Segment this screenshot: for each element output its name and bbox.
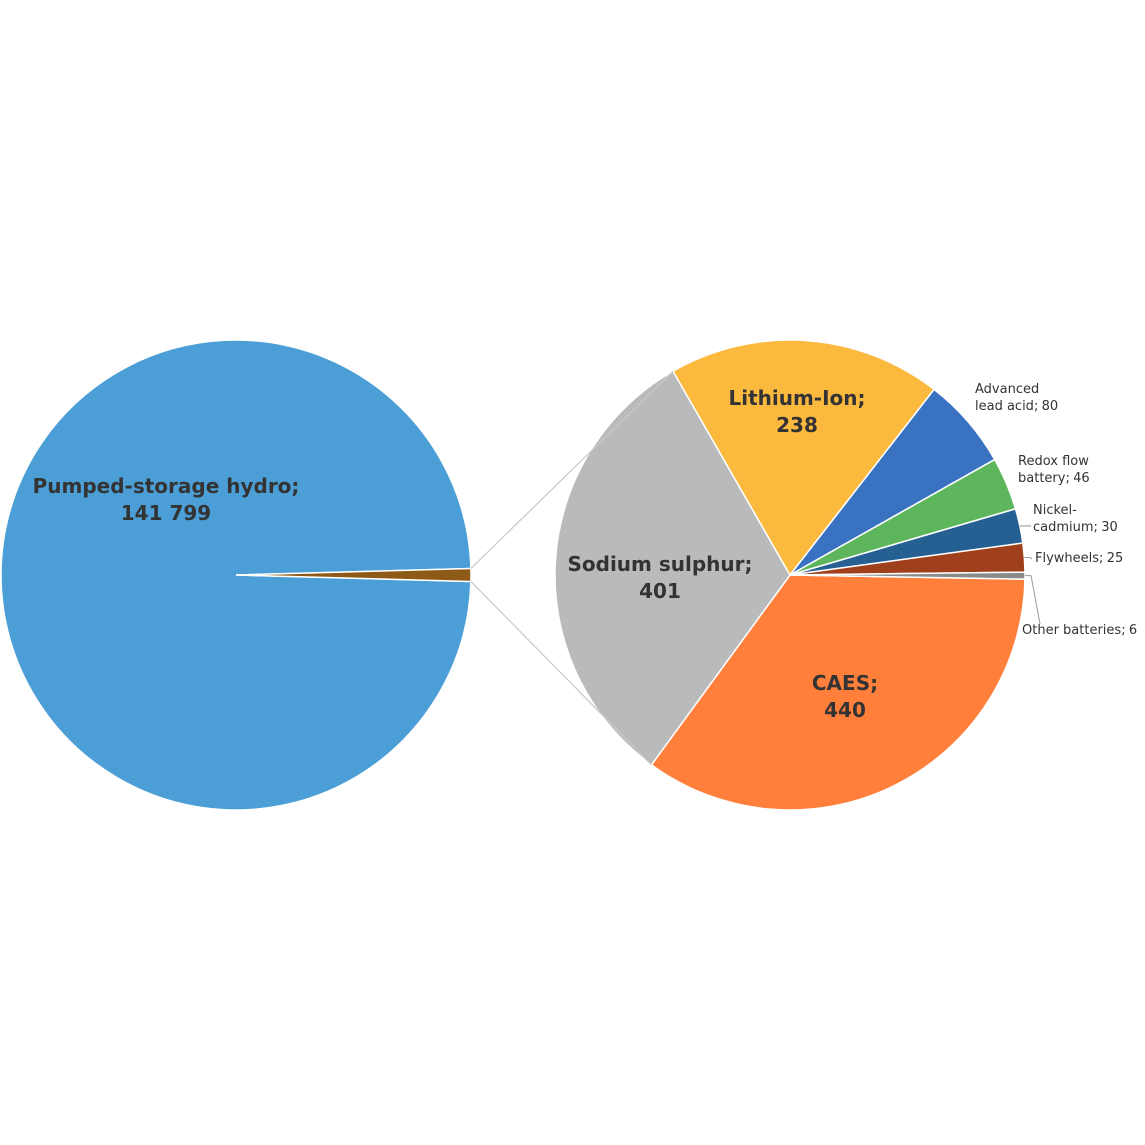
category-label: Nickel-cadmium — [1033, 503, 1094, 535]
category-label: Pumped-storage hydro — [32, 474, 292, 498]
category-label: CAES — [811, 671, 871, 695]
label-separator: ; — [1093, 519, 1098, 535]
value-label: 6 — [1128, 623, 1138, 638]
value-label: 238 — [776, 413, 818, 437]
label-separator: ; — [870, 671, 879, 695]
connector-line — [470, 581, 652, 766]
category-label: Sodium sulphur — [567, 552, 745, 576]
slice-label: Flywheels; 25 — [1035, 551, 1123, 568]
slice-label: CAES; 440 — [812, 670, 878, 724]
value-label: 141 799 — [120, 501, 212, 525]
slice-label: Sodium sulphur; 401 — [567, 551, 752, 605]
category-label: Lithium-Ion — [728, 386, 858, 410]
leader-line — [1024, 575, 1041, 625]
pie-slice — [789, 571, 1026, 580]
pie-slice — [671, 339, 936, 577]
connector-line — [470, 370, 674, 569]
category-label: Flywheels — [1035, 551, 1100, 566]
category-label: Advanced lead acid — [975, 382, 1040, 414]
category-label: Redox flow battery — [1018, 454, 1089, 486]
pie-slice — [235, 567, 472, 583]
slice-label: Redox flow battery; 46 — [1018, 454, 1103, 488]
value-label: 25 — [1106, 551, 1124, 566]
slice-label: Other batteries; 6 — [1022, 623, 1137, 640]
value-label: 46 — [1073, 470, 1090, 486]
value-label: 80 — [1041, 398, 1059, 414]
slice-label: Advanced lead acid; 80 — [975, 382, 1065, 416]
value-label: 440 — [824, 698, 866, 722]
label-separator: ; — [744, 552, 753, 576]
label-separator: ; — [1099, 551, 1104, 566]
slice-label: Pumped-storage hydro; 141 799 — [33, 473, 300, 527]
leader-line — [1024, 557, 1033, 560]
label-separator: ; — [291, 474, 300, 498]
label-separator: ; — [1121, 623, 1126, 638]
category-label: Other batteries — [1022, 623, 1122, 638]
value-label: 401 — [639, 579, 681, 603]
pie-slice — [554, 370, 791, 766]
slice-label: Lithium-Ion; 238 — [728, 385, 865, 439]
slice-label: Nickel-cadmium; 30 — [1033, 503, 1118, 537]
value-label: 30 — [1101, 519, 1118, 535]
pie-slice — [650, 574, 1026, 811]
label-separator: ; — [1033, 398, 1039, 414]
label-separator: ; — [1065, 470, 1070, 486]
label-separator: ; — [857, 386, 866, 410]
